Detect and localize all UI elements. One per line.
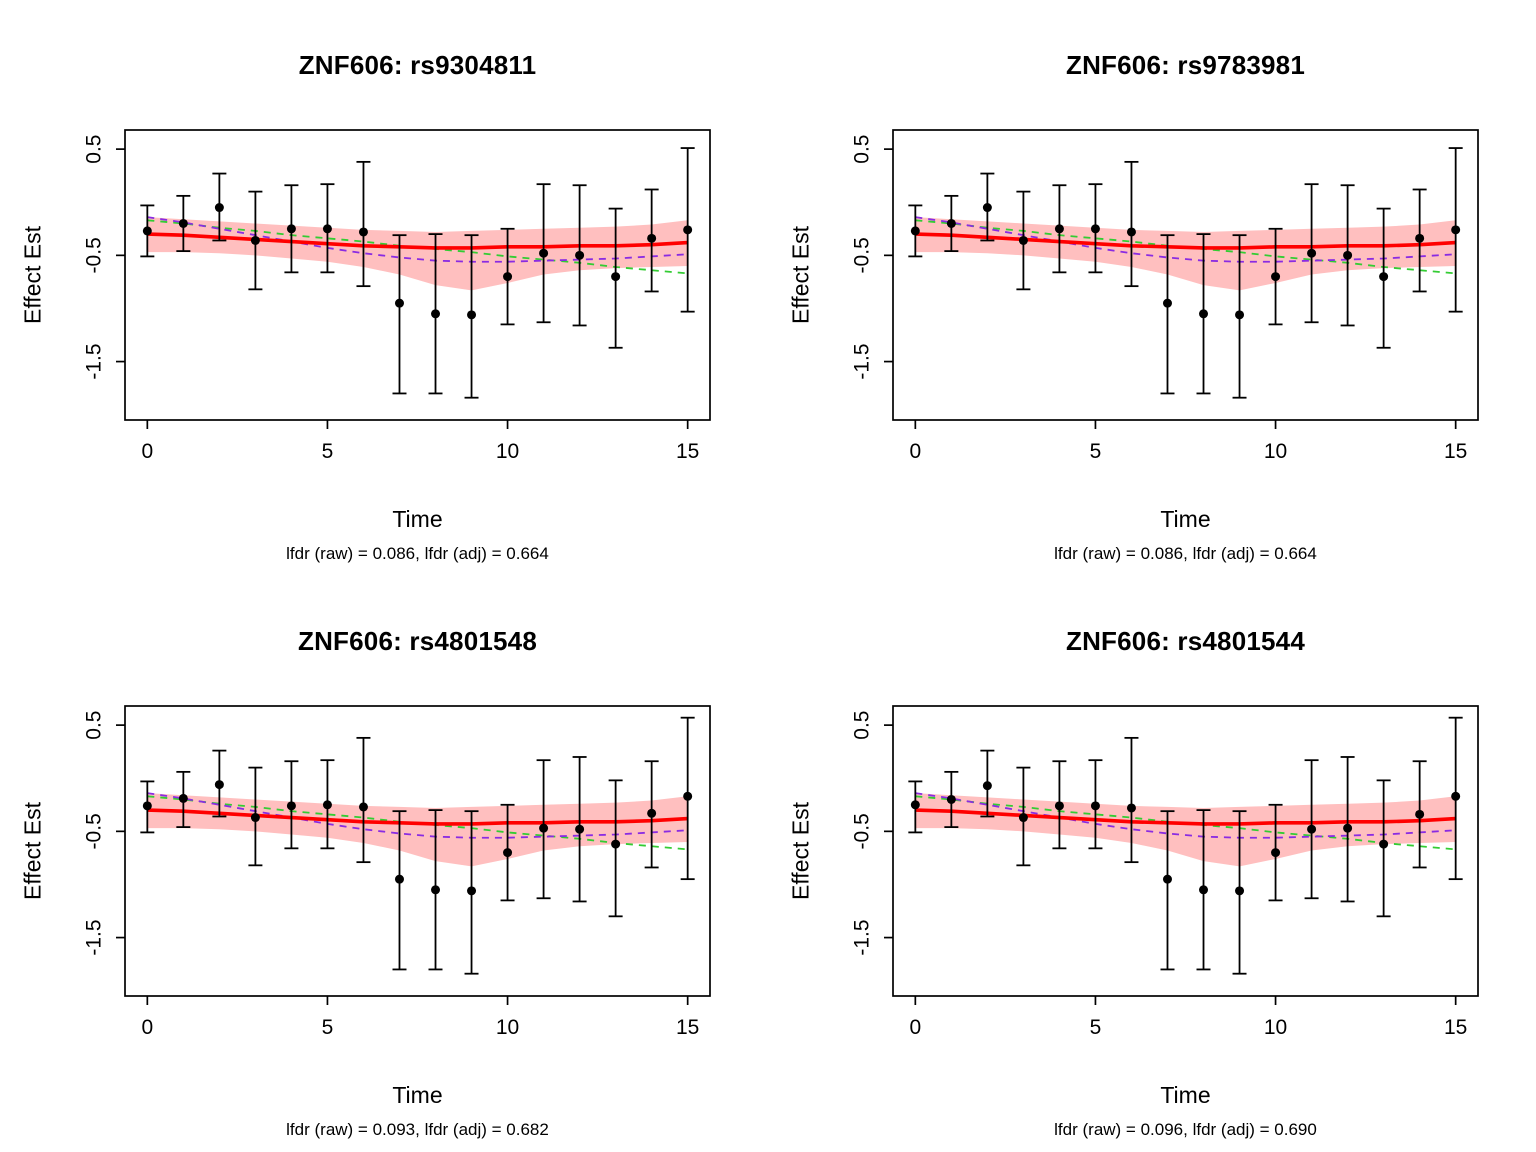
svg-text:15: 15	[676, 1016, 699, 1039]
y-axis-label: Effect Est	[787, 801, 814, 901]
y-axis-label: Effect Est	[19, 225, 46, 325]
svg-text:-1.5: -1.5	[851, 343, 874, 379]
svg-text:10: 10	[1264, 1016, 1287, 1039]
panel-rs9783981: 0 5 10 15 0.5 -0.5 -1.5 ZNF606: rs9783981 Effe…	[768, 0, 1536, 576]
y-axis-label: Effect Est	[19, 801, 46, 901]
svg-text:-0.5: -0.5	[83, 813, 106, 849]
svg-text:0: 0	[141, 1016, 153, 1039]
panel-rs4801548: 0 5 10 15 0.5 -0.5 -1.5 ZNF606: rs4801548 Effe…	[0, 576, 768, 1152]
svg-text:0.5: 0.5	[851, 711, 874, 740]
svg-text:5: 5	[1090, 1016, 1102, 1039]
svg-text:5: 5	[322, 440, 334, 463]
svg-text:5: 5	[1090, 440, 1102, 463]
panel-rs9304811: 0 5 10 15 0.5 -0.5 -1.5 ZNF606: rs9304811 Effe…	[0, 0, 768, 576]
lfdr-subtitle: lfdr (raw) = 0.093, lfdr (adj) = 0.682	[286, 1120, 549, 1139]
svg-text:5: 5	[322, 1016, 334, 1039]
svg-text:15: 15	[676, 440, 699, 463]
svg-text:10: 10	[1264, 440, 1287, 463]
lfdr-subtitle: lfdr (raw) = 0.086, lfdr (adj) = 0.664	[1054, 544, 1317, 563]
svg-text:0: 0	[909, 1016, 921, 1039]
svg-text:0.5: 0.5	[851, 135, 874, 164]
svg-text:-1.5: -1.5	[83, 343, 106, 379]
svg-text:-0.5: -0.5	[851, 237, 874, 273]
x-axis-label: Time	[1160, 506, 1211, 532]
chart-title: ZNF606: rs9304811	[298, 50, 537, 80]
svg-text:0.5: 0.5	[83, 135, 106, 164]
svg-text:10: 10	[496, 440, 519, 463]
svg-text:0.5: 0.5	[83, 711, 106, 740]
svg-text:15: 15	[1444, 1016, 1467, 1039]
x-axis-label: Time	[1160, 1082, 1211, 1108]
y-axis-label: Effect Est	[787, 225, 814, 325]
chart-canvas: 0 5 10 15 0.5 -0.5 -1.5	[83, 705, 711, 1039]
svg-text:15: 15	[1444, 440, 1467, 463]
svg-text:10: 10	[496, 1016, 519, 1039]
lfdr-subtitle: lfdr (raw) = 0.086, lfdr (adj) = 0.664	[286, 544, 549, 563]
svg-text:-1.5: -1.5	[83, 919, 106, 955]
chart-canvas: 0 5 10 15 0.5 -0.5 -1.5	[83, 129, 711, 463]
svg-text:-1.5: -1.5	[851, 919, 874, 955]
svg-text:0: 0	[909, 440, 921, 463]
svg-text:-0.5: -0.5	[83, 237, 106, 273]
svg-text:-0.5: -0.5	[851, 813, 874, 849]
panel-rs4801544: 0 5 10 15 0.5 -0.5 -1.5 ZNF606: rs4801544 Effe…	[768, 576, 1536, 1152]
chart-canvas: 0 5 10 15 0.5 -0.5 -1.5	[851, 705, 1479, 1039]
chart-title: ZNF606: rs9783981	[1066, 50, 1305, 80]
chart-title: ZNF606: rs4801548	[298, 626, 537, 656]
x-axis-label: Time	[392, 1082, 443, 1108]
svg-text:0: 0	[141, 440, 153, 463]
chart-title: ZNF606: rs4801544	[1066, 626, 1305, 656]
x-axis-label: Time	[392, 506, 443, 532]
chart-canvas: 0 5 10 15 0.5 -0.5 -1.5	[851, 129, 1479, 463]
lfdr-subtitle: lfdr (raw) = 0.096, lfdr (adj) = 0.690	[1054, 1120, 1317, 1139]
